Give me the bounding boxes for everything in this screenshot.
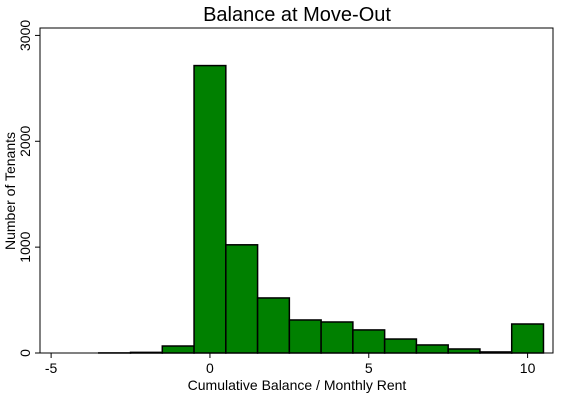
x-tick-label: 0 — [206, 360, 214, 376]
bar — [258, 298, 290, 353]
plot-frame — [40, 28, 553, 353]
y-tick-label: 3000 — [17, 20, 33, 51]
bar — [162, 346, 194, 353]
chart-title: Balance at Move-Out — [203, 4, 391, 26]
bar — [353, 330, 385, 353]
y-tick-label: 0 — [17, 349, 33, 357]
bar — [194, 66, 226, 353]
bar — [512, 324, 544, 353]
y-tick-label: 1000 — [17, 231, 33, 262]
bar — [226, 245, 258, 353]
bar — [416, 345, 448, 353]
y-axis-label: Number of Tenants — [2, 132, 18, 250]
bar — [131, 352, 163, 353]
bar — [448, 349, 480, 353]
bar — [321, 322, 353, 353]
x-tick-label: 5 — [365, 360, 373, 376]
y-tick-label: 2000 — [17, 125, 33, 156]
x-axis-label: Cumulative Balance / Monthly Rent — [188, 377, 407, 393]
x-tick-label: 10 — [520, 360, 536, 376]
x-tick-label: -5 — [45, 360, 58, 376]
bar — [480, 352, 512, 353]
bar — [385, 339, 417, 353]
bar — [289, 320, 321, 353]
